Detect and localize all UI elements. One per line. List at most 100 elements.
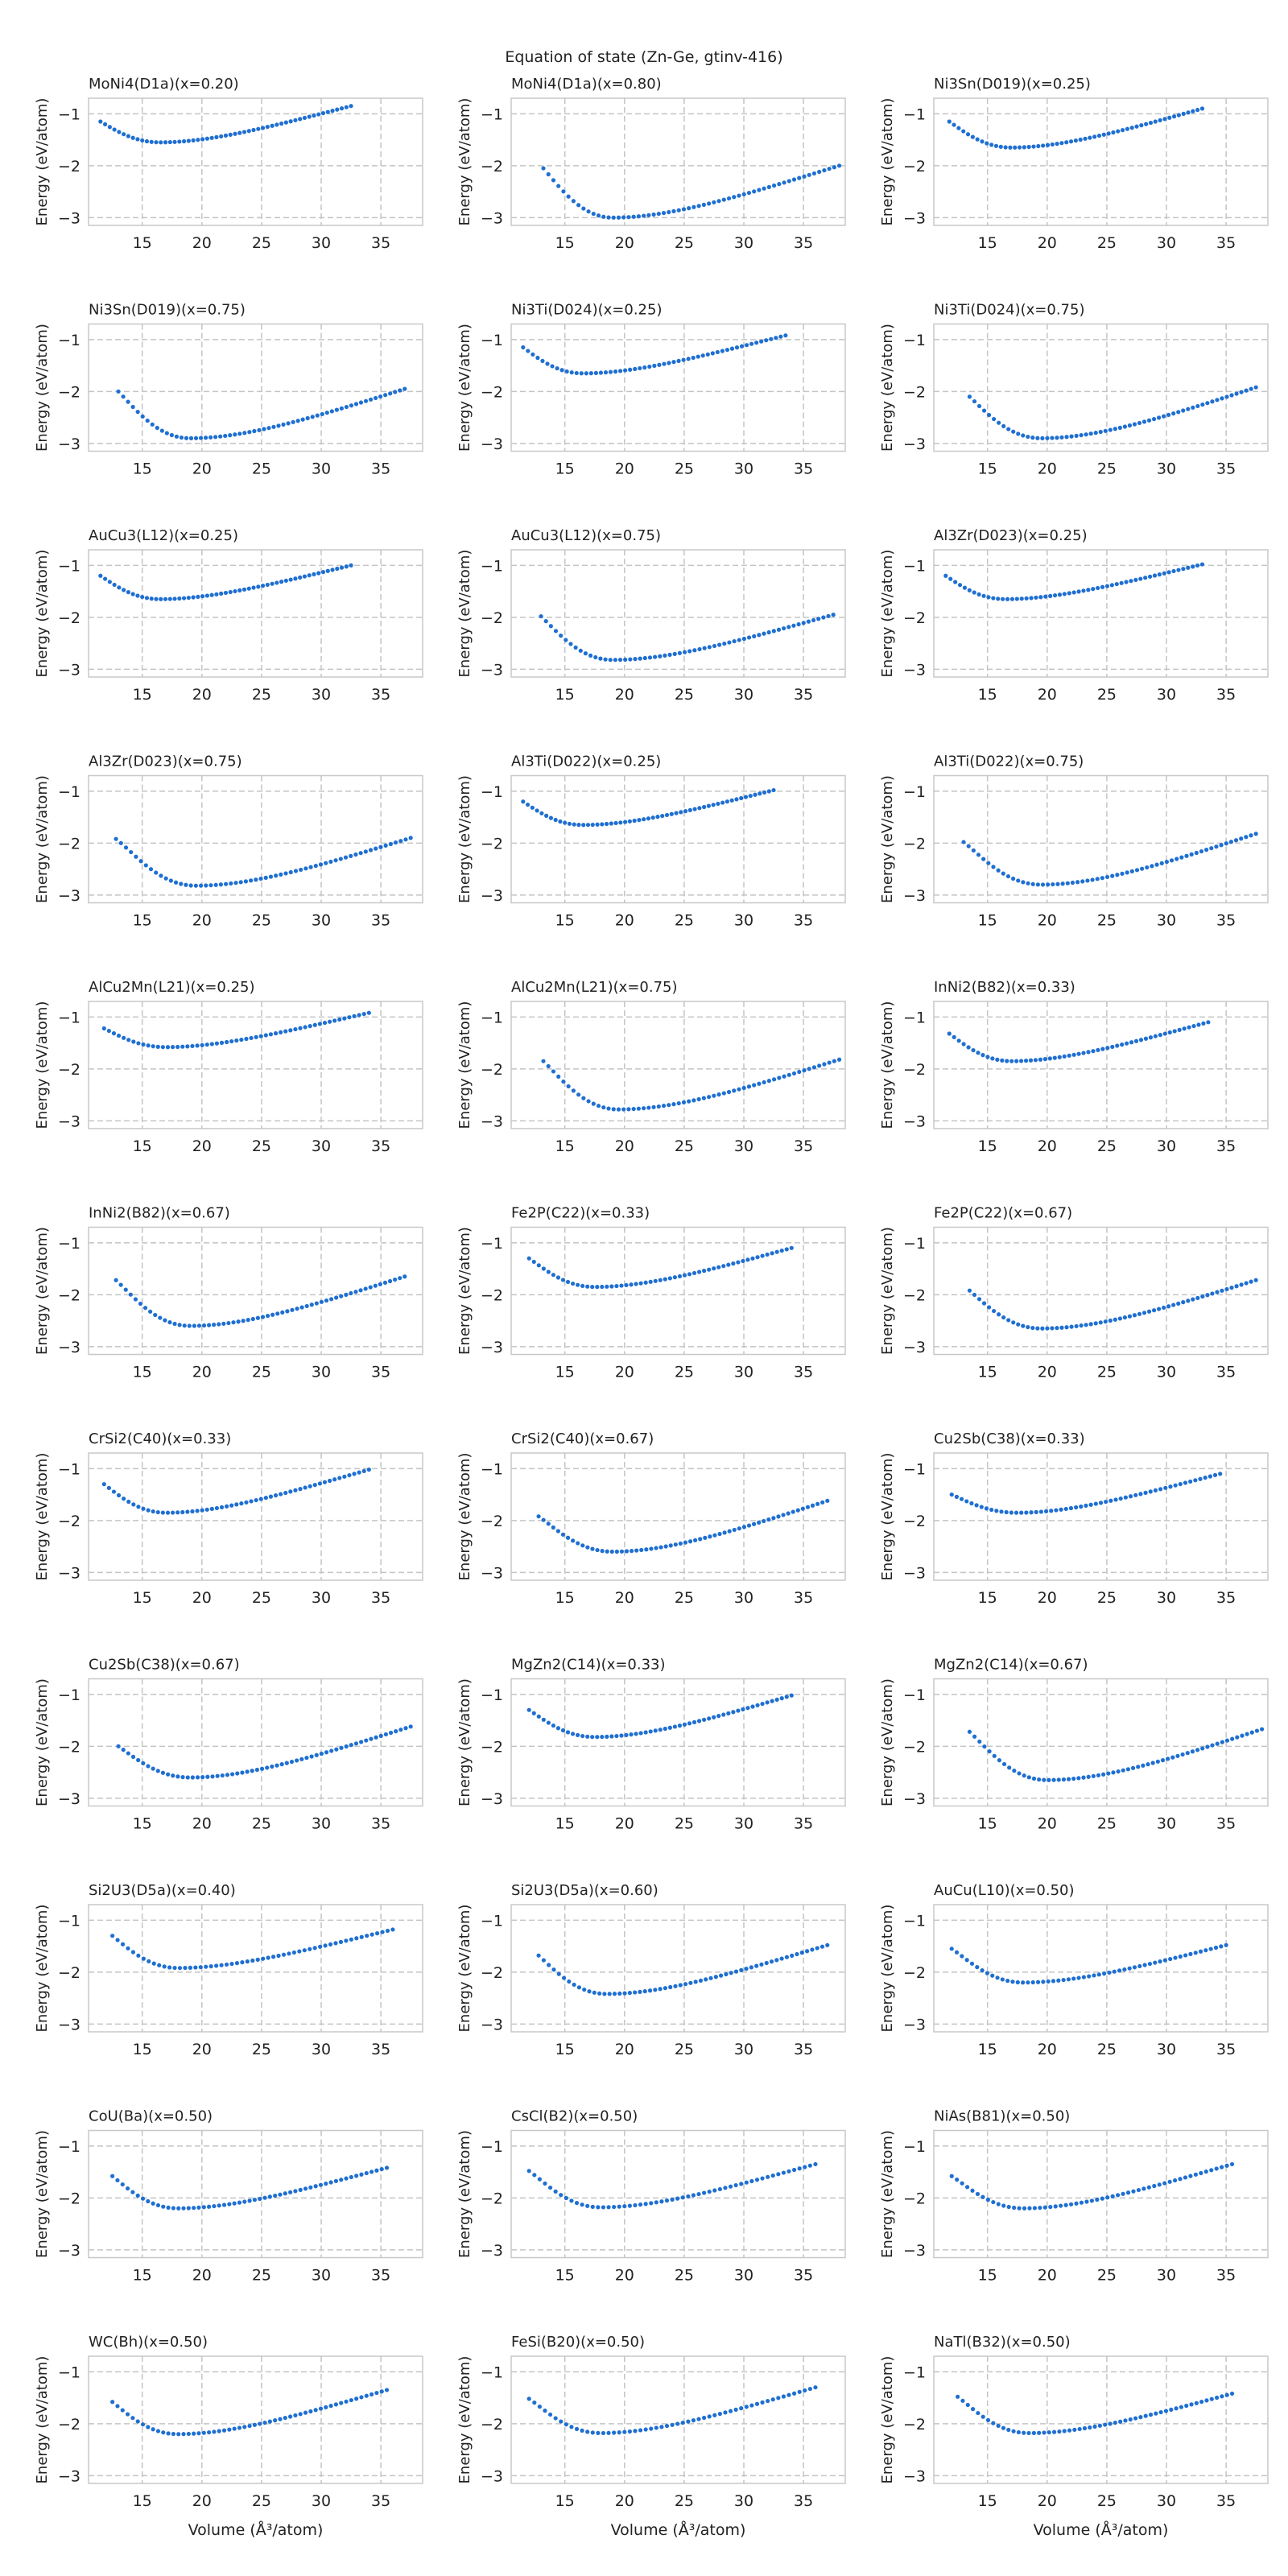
data-point bbox=[191, 138, 196, 142]
data-point bbox=[1005, 873, 1011, 879]
data-point bbox=[986, 1305, 992, 1310]
data-point bbox=[1179, 855, 1184, 860]
data-point bbox=[634, 1732, 638, 1736]
y-axis-label: Energy (eV/atom) bbox=[456, 1001, 473, 1129]
data-point bbox=[677, 1274, 683, 1279]
x-tick-label: 20 bbox=[192, 2492, 212, 2510]
data-point bbox=[572, 1982, 576, 1988]
subplot: 15 20 25 30 35−1−2−3Al3Ti(D022)(x=0.75)Energ… bbox=[879, 753, 1269, 930]
data-point bbox=[579, 371, 584, 376]
data-point bbox=[310, 415, 315, 419]
data-point bbox=[110, 1934, 115, 1938]
data-point bbox=[590, 822, 595, 828]
y-tick-label: −2 bbox=[903, 1513, 926, 1530]
data-point bbox=[634, 1282, 638, 1286]
data-point bbox=[970, 134, 975, 139]
data-point bbox=[1146, 1762, 1150, 1767]
data-point bbox=[245, 1769, 250, 1774]
x-tick-label: 35 bbox=[371, 460, 390, 478]
data-point bbox=[992, 1308, 997, 1314]
x-tick-label: 20 bbox=[615, 2267, 634, 2285]
data-point bbox=[593, 654, 598, 660]
data-point bbox=[1198, 1476, 1203, 1481]
data-point bbox=[394, 1729, 398, 1734]
data-point bbox=[273, 1493, 279, 1498]
data-point bbox=[118, 840, 123, 845]
data-point bbox=[996, 597, 1001, 601]
data-point bbox=[656, 211, 661, 217]
data-point bbox=[622, 2204, 627, 2209]
data-point bbox=[324, 861, 328, 865]
y-tick-label: −3 bbox=[481, 2242, 503, 2260]
subplot-title: AuCu3(L12)(x=0.75) bbox=[511, 527, 661, 544]
data-point bbox=[807, 2163, 812, 2168]
data-point bbox=[110, 2174, 115, 2178]
x-tick-label: 30 bbox=[734, 1815, 753, 1833]
data-point bbox=[991, 865, 996, 869]
x-tick-label: 35 bbox=[1216, 1137, 1236, 1155]
data-point bbox=[176, 2432, 181, 2437]
data-point bbox=[293, 2189, 298, 2194]
data-point bbox=[224, 1504, 229, 1509]
data-point bbox=[192, 2431, 196, 2436]
data-point bbox=[204, 1507, 209, 1512]
data-point bbox=[535, 808, 539, 813]
data-point bbox=[588, 371, 593, 376]
data-point bbox=[1166, 570, 1171, 575]
data-point bbox=[576, 203, 581, 208]
data-point bbox=[288, 869, 293, 875]
data-point bbox=[148, 867, 154, 872]
subplot-title: NaTl(B32)(x=0.50) bbox=[934, 2334, 1071, 2351]
data-point bbox=[185, 1509, 190, 1514]
data-point bbox=[270, 1764, 275, 1769]
y-tick-label: −1 bbox=[58, 332, 80, 349]
data-point bbox=[972, 590, 976, 595]
data-point bbox=[238, 880, 243, 885]
data-point bbox=[544, 813, 549, 818]
data-point bbox=[1095, 2197, 1100, 2202]
data-point bbox=[717, 1531, 722, 1537]
data-point bbox=[1024, 1510, 1029, 1515]
y-tick-label: −3 bbox=[903, 2016, 926, 2033]
x-tick-label: 25 bbox=[252, 1137, 271, 1155]
data-point bbox=[566, 194, 571, 199]
data-point bbox=[707, 645, 712, 650]
y-tick-label: −2 bbox=[58, 2190, 80, 2207]
x-tick-label: 25 bbox=[675, 1364, 694, 1381]
data-point bbox=[732, 1088, 737, 1093]
data-point bbox=[219, 134, 224, 139]
data-point bbox=[990, 1056, 995, 1061]
data-point bbox=[766, 1079, 771, 1084]
data-point bbox=[286, 421, 291, 426]
data-point bbox=[819, 1944, 825, 1949]
data-point bbox=[1174, 857, 1179, 861]
x-tick-label: 15 bbox=[978, 912, 997, 930]
data-point bbox=[606, 2205, 611, 2210]
data-point bbox=[1073, 138, 1078, 143]
data-point bbox=[408, 836, 413, 840]
y-tick-label: −1 bbox=[903, 2363, 926, 2381]
axes-frame bbox=[933, 2355, 1269, 2484]
data-point bbox=[126, 134, 131, 138]
data-point bbox=[275, 580, 279, 585]
axes-frame bbox=[933, 1226, 1269, 1356]
data-point bbox=[1030, 1325, 1035, 1331]
data-point bbox=[180, 1775, 185, 1780]
data-point bbox=[813, 2161, 818, 2167]
y-tick-label: −1 bbox=[481, 557, 503, 575]
data-point bbox=[576, 1732, 580, 1737]
data-point bbox=[966, 1045, 971, 1050]
subplot-title: FeSi(B20)(x=0.50) bbox=[511, 2334, 645, 2351]
data-point bbox=[769, 336, 774, 341]
data-point bbox=[333, 1941, 338, 1946]
y-axis-label: Energy (eV/atom) bbox=[34, 98, 51, 226]
data-point bbox=[1121, 2191, 1125, 2196]
data-point bbox=[964, 2185, 970, 2190]
data-point bbox=[571, 199, 576, 204]
data-point bbox=[604, 821, 609, 827]
data-point bbox=[691, 1719, 697, 1724]
data-point bbox=[219, 591, 224, 596]
x-tick-label: 15 bbox=[133, 686, 152, 704]
data-point bbox=[344, 1292, 349, 1297]
x-tick-label: 15 bbox=[555, 1137, 575, 1155]
